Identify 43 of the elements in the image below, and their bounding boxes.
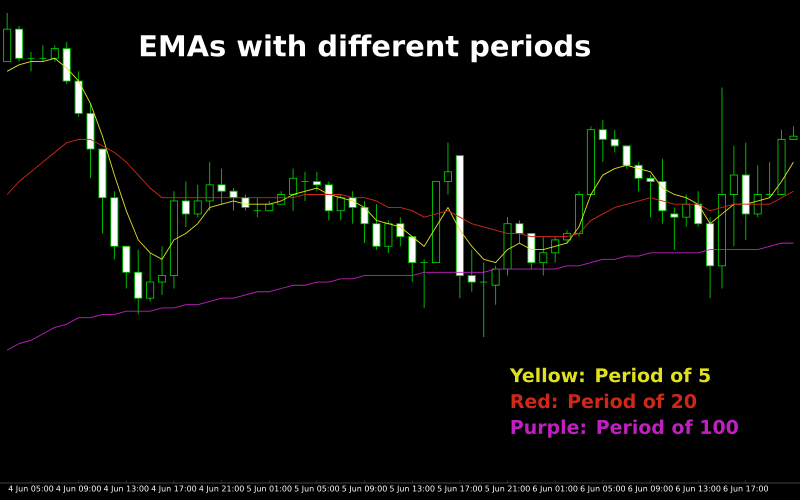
candlestick: [492, 265, 500, 306]
candlestick: [265, 200, 274, 212]
candlestick: [646, 174, 655, 218]
candlestick: [480, 262, 488, 338]
candlestick: [789, 126, 798, 140]
candlestick: [289, 168, 298, 212]
candlestick: [372, 204, 380, 250]
candlestick: [300, 171, 310, 202]
text: EMAs with different periods: [140, 34, 590, 62]
candlestick: [360, 200, 369, 244]
candlestick: [396, 216, 404, 247]
candlestick: [598, 119, 607, 163]
candlestick: [312, 171, 321, 192]
candlestick: [551, 236, 560, 264]
candlestick: [146, 252, 154, 302]
text: Red: Period of 20: [512, 394, 696, 408]
candlestick: [515, 220, 524, 244]
candlestick: [218, 168, 226, 205]
candlestick: [468, 249, 476, 292]
candlestick: [634, 162, 643, 192]
candlestick: [610, 129, 619, 153]
candlestick: [206, 162, 214, 212]
candlestick: [730, 145, 738, 247]
candlestick: [622, 145, 631, 170]
text: Purple: Period of 100: [512, 419, 738, 438]
candlestick: [50, 44, 59, 62]
candlestick: [336, 194, 345, 221]
candlestick: [38, 44, 47, 62]
candlestick: [26, 51, 35, 72]
candlestick: [253, 197, 262, 218]
candlestick: [754, 164, 762, 218]
candlestick: [384, 220, 392, 254]
candlestick: [194, 184, 202, 218]
candlestick: [420, 258, 428, 308]
candlestick: [766, 162, 774, 198]
candlestick: [539, 236, 548, 276]
candlestick: [182, 181, 190, 228]
candlestick: [158, 246, 166, 296]
candlestick: [444, 142, 452, 195]
candlestick: [694, 190, 702, 228]
candlestick: [682, 194, 690, 228]
text: Yellow: Period of 5: [510, 368, 710, 382]
candlestick: [670, 207, 678, 250]
